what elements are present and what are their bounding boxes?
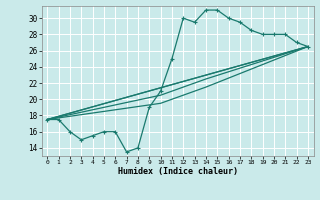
X-axis label: Humidex (Indice chaleur): Humidex (Indice chaleur) xyxy=(118,167,237,176)
